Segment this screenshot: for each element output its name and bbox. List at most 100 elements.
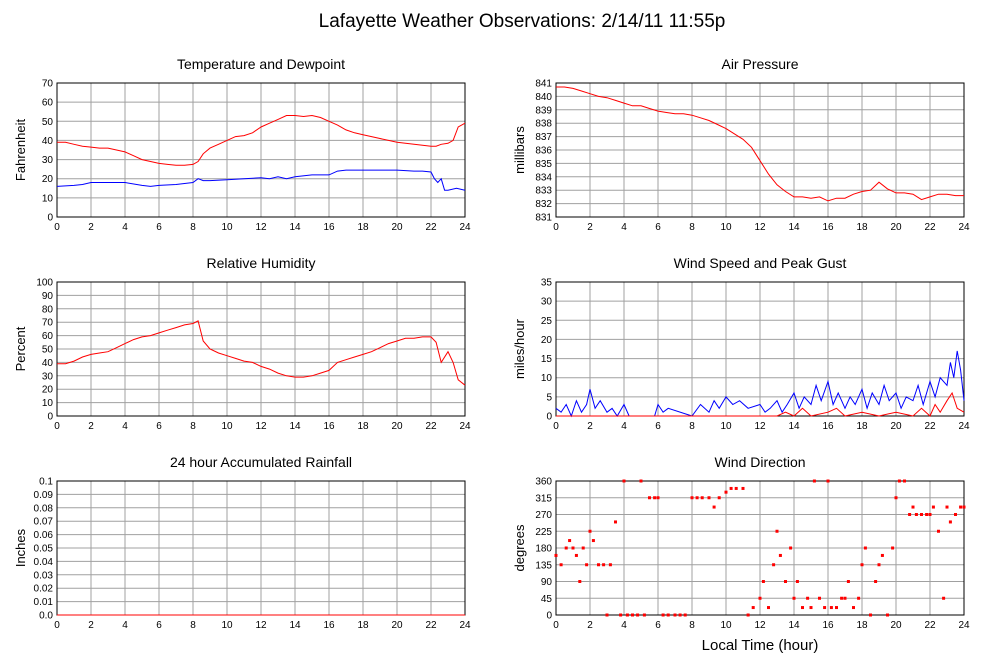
- data-point: [945, 505, 949, 509]
- y-tick-label: 35: [541, 278, 553, 289]
- data-point: [622, 479, 626, 483]
- x-tick-label: 10: [221, 421, 233, 432]
- data-point: [695, 496, 699, 500]
- data-point: [678, 613, 682, 617]
- y-tick-label: 836: [535, 146, 552, 157]
- x-tick-label: 4: [621, 222, 627, 233]
- x-tick-label: 16: [323, 421, 335, 432]
- data-point: [574, 553, 578, 557]
- x-tick-label: 24: [958, 421, 970, 432]
- data-point: [656, 496, 660, 500]
- y-tick-label: 80: [42, 304, 54, 315]
- x-tick-label: 22: [425, 421, 437, 432]
- data-point: [602, 563, 606, 567]
- x-tick-label: 10: [720, 222, 732, 233]
- x-tick-label: 6: [655, 620, 661, 631]
- data-point: [903, 479, 906, 483]
- x-tick-label: 12: [754, 222, 766, 233]
- chart-title: 24 hour Accumulated Rainfall: [170, 454, 352, 470]
- data-point: [812, 479, 816, 483]
- y-tick-label: 100: [36, 278, 53, 289]
- y-axis-label: Inches: [13, 528, 28, 567]
- y-tick-label: 832: [535, 199, 552, 210]
- series-line-1: [57, 114, 466, 166]
- data-point: [860, 563, 864, 567]
- data-point: [608, 563, 612, 567]
- y-tick-label: 50: [42, 117, 54, 128]
- data-point: [554, 553, 558, 557]
- y-axis-label: miles/hour: [512, 318, 527, 379]
- data-point: [843, 596, 847, 600]
- x-tick-label: 10: [221, 620, 233, 631]
- x-tick-label: 12: [255, 421, 267, 432]
- data-point: [585, 563, 589, 567]
- x-tick-label: 18: [856, 222, 868, 233]
- data-point: [801, 606, 804, 610]
- x-tick-label: 20: [890, 421, 902, 432]
- x-tick-label: 6: [156, 421, 162, 432]
- x-tick-label: 8: [190, 620, 196, 631]
- x-tick-label: 24: [459, 222, 471, 233]
- series-line-1: [57, 320, 466, 386]
- x-tick-label: 8: [190, 421, 196, 432]
- data-point: [911, 505, 915, 509]
- data-point: [886, 613, 889, 617]
- data-point: [642, 613, 646, 617]
- x-tick-label: 2: [88, 620, 94, 631]
- data-point: [700, 496, 704, 500]
- y-tick-label: 30: [42, 155, 54, 166]
- data-point: [795, 580, 799, 583]
- y-tick-label: 0.02: [34, 584, 54, 595]
- data-point: [857, 596, 861, 600]
- x-tick-label: 8: [689, 222, 695, 233]
- y-tick-label: 835: [535, 159, 552, 170]
- data-point: [661, 613, 665, 617]
- y-tick-label: 10: [541, 373, 553, 384]
- data-point: [734, 486, 738, 490]
- x-tick-label: 6: [156, 620, 162, 631]
- data-point: [784, 580, 787, 583]
- data-point: [636, 613, 640, 617]
- x-tick-label: 4: [122, 421, 128, 432]
- chart-title: Relative Humidity: [207, 255, 316, 271]
- x-tick-label: 12: [754, 620, 766, 631]
- x-tick-label: 6: [156, 222, 162, 233]
- data-point: [823, 606, 827, 610]
- data-point: [897, 479, 901, 483]
- data-point: [877, 563, 881, 567]
- data-point: [673, 613, 677, 617]
- chart-title: Wind Direction: [714, 454, 805, 470]
- data-point: [792, 596, 796, 600]
- chart-title: Wind Speed and Peak Gust: [674, 255, 847, 271]
- y-axis-label: Fahrenheit: [13, 119, 28, 182]
- data-point: [826, 479, 830, 483]
- y-tick-label: 360: [535, 477, 552, 488]
- data-point: [653, 496, 657, 500]
- y-tick-label: 20: [42, 385, 54, 396]
- y-tick-label: 0.08: [34, 503, 54, 514]
- x-tick-label: 22: [425, 620, 437, 631]
- x-tick-label: 8: [190, 222, 196, 233]
- data-point: [954, 513, 957, 516]
- x-tick-label: 12: [754, 421, 766, 432]
- data-point: [625, 613, 629, 617]
- y-tick-label: 0.06: [34, 530, 54, 541]
- x-tick-label: 2: [88, 421, 94, 432]
- x-tick-label: 0: [54, 421, 60, 432]
- x-tick-label: 24: [459, 620, 471, 631]
- x-tick-label: 0: [54, 620, 60, 631]
- data-point: [959, 505, 963, 509]
- data-point: [568, 539, 572, 543]
- data-point: [631, 613, 634, 617]
- data-point: [920, 513, 923, 516]
- y-tick-label: 834: [535, 172, 552, 183]
- y-tick-label: 60: [42, 98, 54, 109]
- data-point: [761, 580, 765, 583]
- data-point: [942, 596, 946, 600]
- x-tick-label: 4: [621, 620, 627, 631]
- y-tick-label: 0.03: [34, 570, 54, 581]
- x-tick-label: 12: [255, 620, 267, 631]
